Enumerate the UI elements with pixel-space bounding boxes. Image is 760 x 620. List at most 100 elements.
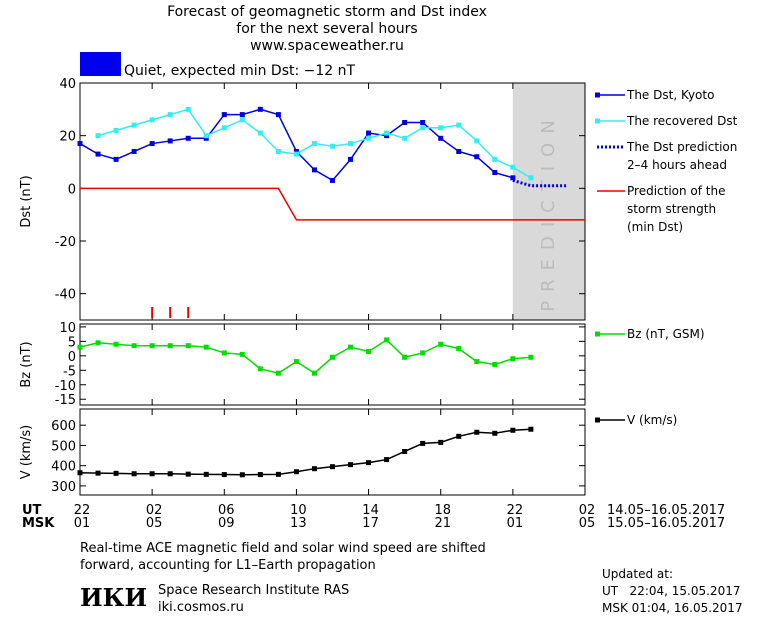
point	[330, 354, 335, 360]
point	[131, 343, 137, 349]
x-tick-label: 05	[579, 516, 596, 531]
y-tick-label: 5	[68, 335, 76, 350]
point	[293, 148, 299, 154]
y-tick-label: 600	[51, 419, 76, 434]
y-tick-label: 400	[51, 460, 76, 475]
point	[149, 343, 155, 349]
plot-frame	[79, 408, 586, 496]
point	[402, 354, 408, 360]
point	[438, 125, 444, 131]
y-tick-label: -5	[63, 364, 76, 379]
point	[456, 148, 462, 154]
y-axis-label: Bz (nT)	[19, 341, 34, 387]
plot-frame	[79, 323, 586, 406]
x-tick-label: 06	[218, 503, 235, 518]
point	[167, 112, 173, 118]
point	[474, 154, 480, 160]
point	[239, 112, 245, 118]
point	[384, 457, 390, 463]
point	[420, 120, 426, 125]
point	[275, 370, 281, 376]
point	[185, 343, 191, 349]
point	[293, 151, 299, 157]
point	[149, 117, 155, 123]
series-line	[512, 178, 567, 188]
point	[185, 471, 191, 477]
point	[420, 125, 426, 131]
y-axis-label: V (km/s)	[19, 425, 34, 480]
point	[438, 135, 444, 141]
logo: ИКИ	[80, 583, 148, 612]
x-tick-label: 05	[146, 516, 163, 531]
point	[77, 344, 83, 350]
x-tick-label: 21	[434, 516, 451, 531]
point	[492, 362, 498, 367]
point	[528, 175, 534, 181]
point	[293, 469, 299, 475]
point	[203, 344, 209, 350]
legend-label: The recovered Dst	[627, 114, 738, 128]
point	[257, 472, 263, 478]
legend-label: The Dst, Kyoto	[627, 88, 715, 102]
point	[384, 130, 390, 136]
x-tick-label: 10	[290, 503, 307, 518]
point	[239, 472, 245, 478]
point	[275, 112, 281, 118]
updated: MSK 01:04, 16.05.2017	[602, 601, 743, 615]
point	[185, 106, 191, 112]
series-line	[79, 338, 531, 375]
point	[366, 135, 372, 141]
x-tick-label: 22	[507, 503, 524, 518]
axis-row-label: MSK	[22, 516, 55, 531]
point	[510, 427, 516, 433]
x-tick-label: 17	[362, 516, 379, 531]
title-line: www.spaceweather.ru	[250, 38, 404, 54]
point	[311, 370, 317, 376]
point	[131, 471, 137, 477]
point	[474, 429, 480, 435]
point	[492, 430, 498, 436]
y-axis-label: Dst (nT)	[19, 175, 34, 227]
point	[203, 133, 209, 139]
axis-row-label: UT	[22, 503, 42, 518]
point	[257, 366, 263, 372]
x-tick-label: 02	[579, 503, 596, 518]
point	[330, 464, 335, 470]
point	[456, 122, 462, 128]
point	[366, 460, 372, 466]
point	[257, 130, 263, 136]
point	[131, 122, 137, 128]
point	[149, 141, 155, 147]
point	[456, 346, 462, 352]
point	[438, 439, 444, 445]
point	[348, 156, 354, 162]
point	[528, 426, 534, 432]
point	[402, 135, 408, 141]
point	[366, 348, 372, 354]
y-tick-label: 40	[59, 77, 76, 92]
point	[167, 343, 173, 349]
point	[311, 466, 317, 472]
y-tick-label: 500	[51, 439, 76, 454]
point	[95, 340, 101, 346]
x-tick-label: 01	[507, 516, 524, 531]
x-tick-label: 13	[290, 516, 307, 531]
point	[456, 433, 462, 439]
point	[311, 167, 317, 173]
point	[239, 351, 245, 357]
site: iki.cosmos.ru	[158, 600, 244, 615]
point	[167, 471, 173, 477]
x-tick-label: 02	[146, 503, 163, 518]
point	[95, 133, 101, 139]
x-tick-label: 09	[218, 516, 235, 531]
point	[510, 175, 516, 181]
point	[95, 470, 101, 476]
point	[113, 127, 119, 133]
x-tick-label: 22	[74, 503, 91, 518]
point	[438, 341, 444, 347]
note: Real-time ACE magnetic field and solar w…	[80, 541, 486, 573]
legend-label: V (km/s)	[627, 413, 678, 427]
x-tick-label: 14	[362, 503, 379, 518]
